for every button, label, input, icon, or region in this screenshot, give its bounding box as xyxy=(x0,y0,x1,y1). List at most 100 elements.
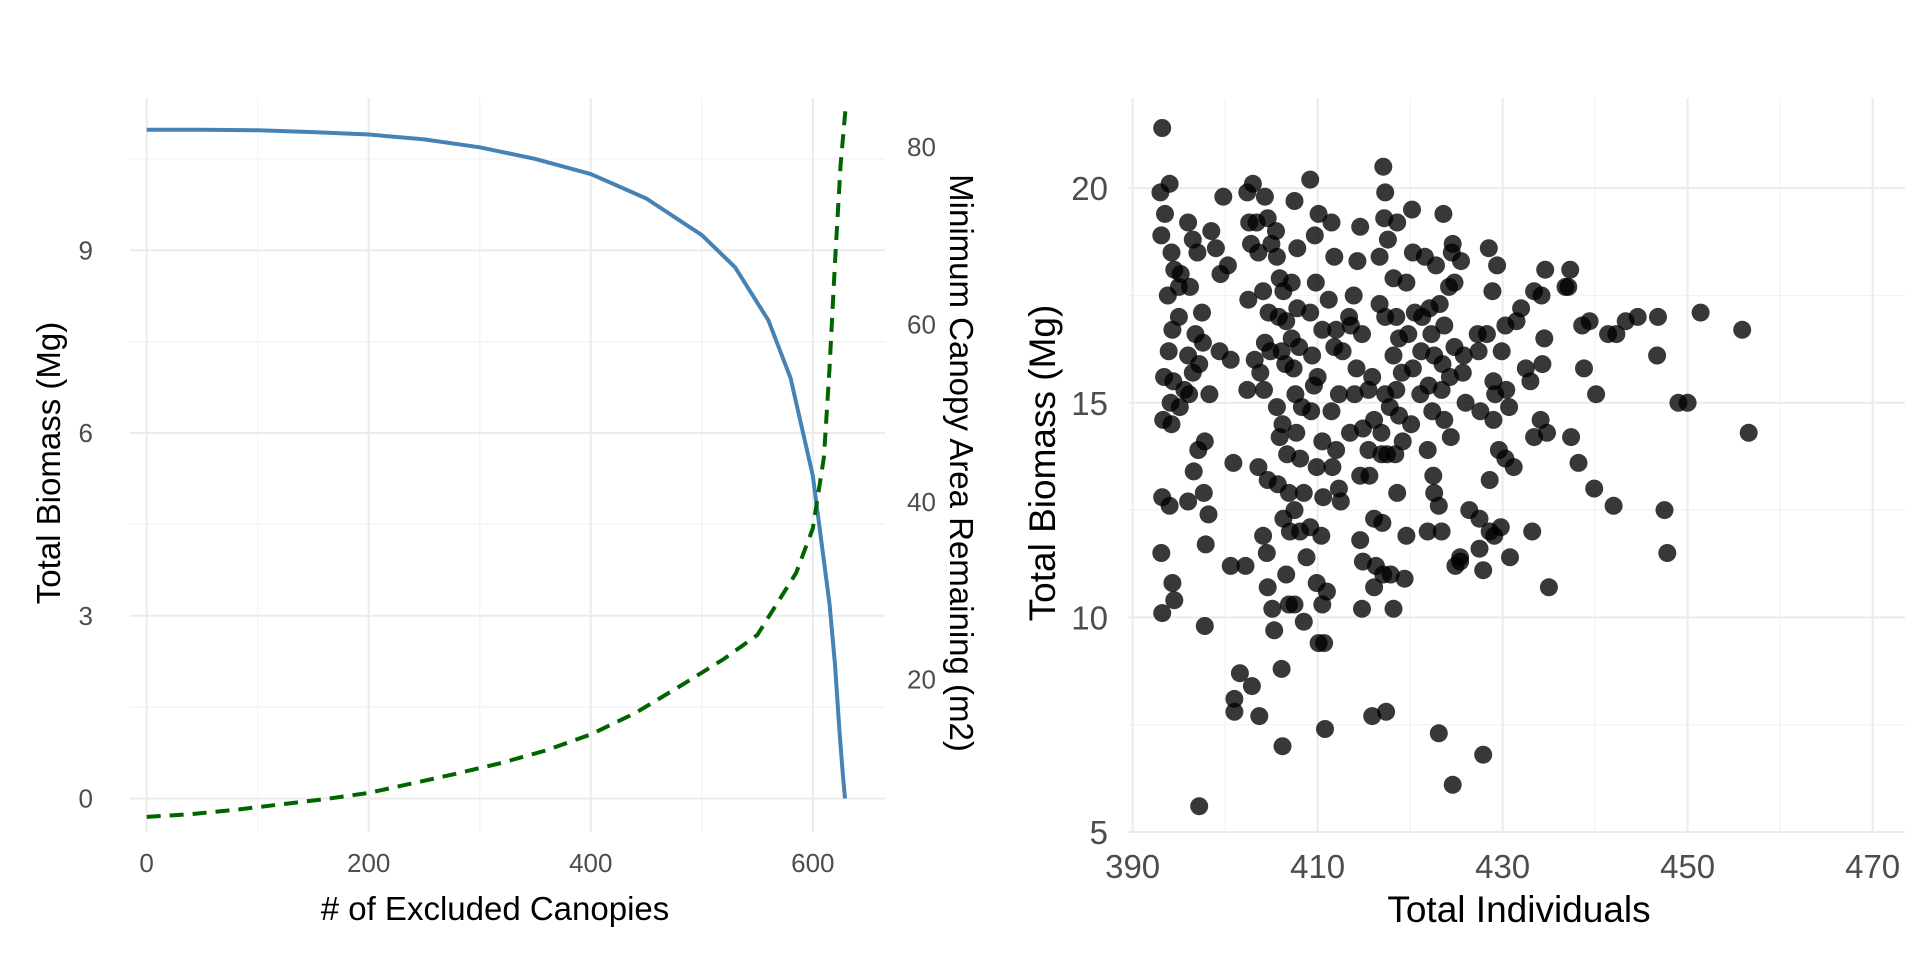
scatter-point xyxy=(1184,462,1203,481)
scatter-point xyxy=(1153,604,1172,623)
scatter-point xyxy=(1559,277,1578,296)
scatter-point xyxy=(1471,402,1490,421)
scatter-point xyxy=(1196,535,1215,554)
scatter-point xyxy=(1501,548,1519,567)
scatter-point xyxy=(1242,677,1261,696)
scatter-point xyxy=(1384,599,1403,618)
scatter-point xyxy=(1285,595,1304,614)
scatter-point xyxy=(1263,599,1282,618)
scatter-point xyxy=(1429,724,1448,743)
scatter-point xyxy=(1344,286,1363,305)
scatter-point xyxy=(1255,380,1273,399)
scatter-point xyxy=(1365,578,1384,597)
scatter-point xyxy=(1427,256,1445,275)
scatter-point xyxy=(1607,325,1626,344)
scatter-point xyxy=(1297,548,1316,567)
scatter-point xyxy=(1374,157,1393,176)
scatter-point xyxy=(1255,187,1274,206)
scatter-point xyxy=(1604,496,1623,515)
scatter-point xyxy=(1434,204,1453,223)
scatter-point xyxy=(1535,329,1554,348)
scatter-point xyxy=(1183,363,1202,382)
scatter-point xyxy=(1363,707,1382,726)
scatter-point xyxy=(1443,775,1462,794)
scatter-point xyxy=(1483,282,1502,301)
scatter-point xyxy=(1480,471,1499,489)
scatter-point xyxy=(1265,621,1284,640)
scatter-point xyxy=(1347,359,1366,378)
scatter-point xyxy=(1430,295,1449,313)
scatter-point xyxy=(1272,659,1291,678)
scatter-point xyxy=(1474,745,1493,764)
scatter-point xyxy=(1291,449,1310,468)
scatter-point xyxy=(1435,410,1454,429)
x-tick-label: 400 xyxy=(569,848,612,878)
scatter-point xyxy=(1199,505,1218,524)
scatter-point xyxy=(1435,316,1454,335)
y-tick-label: 0 xyxy=(79,783,93,813)
y-tick-label: 5 xyxy=(1090,814,1108,851)
scatter-point xyxy=(1254,282,1273,301)
scatter-point xyxy=(1399,325,1418,344)
scatter-point xyxy=(1648,346,1667,365)
scatter-point xyxy=(1523,522,1542,541)
scatter-point xyxy=(1397,273,1416,292)
scatter-point xyxy=(1345,385,1364,404)
scatter-point xyxy=(1214,187,1233,206)
x-tick-label: 470 xyxy=(1845,848,1900,885)
scatter-point xyxy=(1249,458,1268,477)
scatter-point xyxy=(1193,333,1212,352)
scatter-point xyxy=(1282,273,1301,292)
scatter-point xyxy=(1285,192,1304,210)
scatter-point xyxy=(1249,243,1268,262)
scatter-point xyxy=(1569,453,1588,472)
scatter-point xyxy=(1301,170,1320,189)
scatter-point xyxy=(1218,256,1237,275)
scatter-point xyxy=(1372,423,1391,442)
scatter-point xyxy=(1739,423,1758,442)
scatter-point xyxy=(1221,556,1240,575)
scatter-point xyxy=(1250,707,1269,726)
scatter-point xyxy=(1279,483,1298,502)
scatter-point xyxy=(1270,428,1289,447)
scatter-point xyxy=(1210,342,1229,361)
scatter-point xyxy=(1536,260,1555,279)
scatter-point xyxy=(1163,574,1182,592)
scatter-point xyxy=(1316,720,1334,738)
scatter-point xyxy=(1224,453,1243,472)
scatter-point xyxy=(1294,483,1313,502)
scatter-point xyxy=(1290,338,1309,356)
scatter-point xyxy=(1538,423,1556,442)
scatter-point xyxy=(1370,247,1389,266)
scatter-point xyxy=(1649,307,1667,326)
scatter-point xyxy=(1170,398,1189,417)
scatter-point xyxy=(1194,483,1213,502)
scatter-point xyxy=(1451,552,1470,571)
scatter-point xyxy=(1474,561,1493,580)
scatter-point xyxy=(1373,513,1392,532)
scatter-point xyxy=(1325,247,1344,266)
scatter-point xyxy=(1353,325,1371,344)
y-tick-label: 20 xyxy=(1071,170,1108,207)
scatter-point xyxy=(1348,252,1367,271)
scatter-point xyxy=(1206,239,1225,258)
scatter-point xyxy=(1500,398,1519,417)
scatter-point xyxy=(1580,312,1599,331)
scatter-point xyxy=(1313,432,1332,451)
scatter-point xyxy=(1243,174,1262,193)
scatter-point xyxy=(1294,612,1313,631)
x-tick-label: 410 xyxy=(1290,848,1345,885)
scatter-point xyxy=(1575,359,1593,378)
scatter-point xyxy=(1424,466,1443,485)
scatter-point xyxy=(1285,501,1304,520)
scatter-point xyxy=(1378,230,1397,249)
scatter-point xyxy=(1181,277,1199,296)
scatter-point xyxy=(1169,307,1188,326)
scatter-point xyxy=(1351,217,1370,236)
scatter-point xyxy=(1479,239,1498,258)
series-group xyxy=(146,102,849,819)
scatter-point xyxy=(1302,402,1321,421)
scatter-point xyxy=(1386,445,1405,464)
scatter-point xyxy=(1314,488,1333,507)
scatter-point xyxy=(1327,320,1346,339)
